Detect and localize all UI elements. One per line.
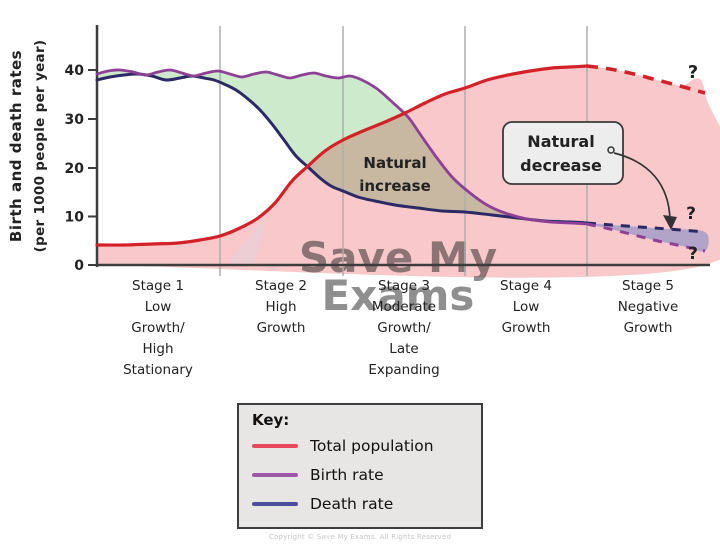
y-tick-label: 20 — [65, 161, 85, 177]
total-population-projection-dashed — [586, 64, 706, 95]
y-tick-label: 0 — [74, 258, 84, 274]
stage-label-line: Stage 1 — [132, 278, 184, 294]
watermark: Save My Exams — [228, 213, 497, 320]
stage-label-line: Growth — [624, 320, 673, 336]
question-mark-total-population: ? — [688, 62, 698, 83]
chart-curves — [95, 64, 706, 253]
dtm-chart: Save My Exams 40 30 20 10 0 Natural increase… — [7, 25, 720, 378]
natural-decrease-callout-box — [502, 121, 624, 185]
stage-label-line: Stationary — [123, 362, 193, 378]
natural-decrease-label-line2: decrease — [520, 156, 602, 175]
copyright-text: Copyright © Save My Exams. All Rights Re… — [268, 533, 452, 541]
y-axis-title-line2: (per 1000 people per year) — [32, 40, 48, 253]
stage-labels: Stage 1 Low Growth/High Stationary Stage 2 Hi… — [123, 278, 678, 378]
watermark-line1: Save My — [299, 233, 497, 282]
key-item-label: Total population — [310, 436, 434, 455]
question-mark-birth-rate: ? — [688, 244, 698, 264]
total-population-curve — [95, 64, 589, 247]
key-item: Total population — [252, 431, 481, 460]
stage-label-line: Moderate — [372, 299, 436, 315]
key-rows: Total population Birth rate Death rate — [252, 431, 481, 518]
annotations: Natural increase Natural decrease ? ? ? — [359, 62, 698, 264]
key-item: Death rate — [252, 489, 481, 518]
birth-rate-projection-dashed — [586, 222, 706, 253]
death-rate-projection-dashed — [586, 221, 706, 234]
watermark-line2: Exams — [322, 271, 475, 320]
callout-anchor-dot — [607, 146, 615, 154]
y-axis-title-line1: Birth and death rates — [7, 50, 25, 242]
key-item: Birth rate — [252, 460, 481, 489]
key-line-sample-icon — [252, 472, 298, 477]
stage-label-line: Growth — [257, 320, 306, 336]
stage-label-line: Growth/ — [377, 320, 431, 336]
key-line-sample-icon — [252, 501, 298, 506]
question-mark-death-rate: ? — [686, 204, 696, 224]
stage-label-line: Late — [389, 341, 418, 357]
key-line-sample-icon — [252, 443, 298, 448]
callout-arrowhead-icon — [663, 215, 677, 230]
axes: 40 30 20 10 0 — [65, 25, 710, 274]
stage-label-line: Low — [145, 299, 172, 315]
stage-label-line: High — [265, 299, 296, 315]
natural-increase-label-line2: increase — [359, 177, 431, 195]
stage-label-line: Stage 2 — [255, 278, 307, 294]
watermark-logo-icon — [228, 213, 268, 266]
key-item-label: Birth rate — [310, 465, 384, 484]
key-legend: Key: Total population Birth rate Death rat… — [237, 403, 483, 529]
stage-label-line: Stage 3 — [378, 278, 430, 294]
stage-label-line: High — [142, 341, 173, 357]
natural-decrease-label-line1: Natural — [527, 132, 594, 151]
stage-label-line: Growth — [502, 320, 551, 336]
stage-label-line: Stage 5 — [622, 278, 674, 294]
death-rate-curve — [95, 72, 589, 225]
stage-label-line: Expanding — [368, 362, 439, 378]
y-tick-label: 10 — [65, 210, 85, 226]
key-title: Key: — [252, 411, 290, 429]
stage-label-line: Stage 4 — [500, 278, 552, 294]
natural-increase-label-line1: Natural — [363, 154, 426, 172]
stage-label-line: Negative — [618, 299, 679, 315]
stage-label-line: Low — [513, 299, 540, 315]
birth-rate-curve — [95, 68, 589, 226]
y-axis-labels: Birth and death rates (per 1000 people p… — [7, 40, 48, 253]
stage-label-line: Growth/ — [131, 320, 185, 336]
callout-arrow — [613, 152, 671, 221]
y-tick-label: 40 — [65, 63, 85, 79]
y-tick-label: 30 — [65, 112, 85, 128]
key-item-label: Death rate — [310, 494, 394, 513]
